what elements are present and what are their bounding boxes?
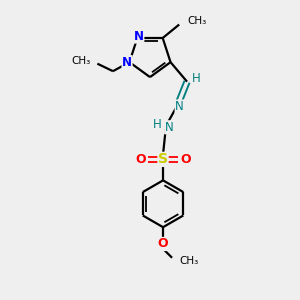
- Text: CH₃: CH₃: [179, 256, 199, 266]
- Text: H: H: [153, 118, 162, 131]
- Text: H: H: [192, 72, 201, 85]
- Text: N: N: [122, 56, 132, 69]
- Text: CH₃: CH₃: [71, 56, 91, 66]
- Text: N: N: [134, 30, 144, 43]
- Text: S: S: [158, 152, 168, 167]
- Text: CH₃: CH₃: [188, 16, 207, 26]
- Text: O: O: [135, 153, 146, 166]
- Text: O: O: [158, 238, 168, 250]
- Text: N: N: [175, 100, 184, 113]
- Text: O: O: [181, 153, 191, 166]
- Text: N: N: [165, 121, 173, 134]
